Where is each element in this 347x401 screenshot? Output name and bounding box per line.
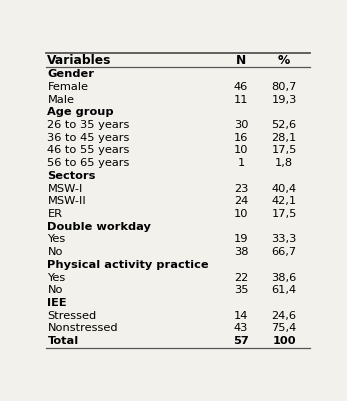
Text: 14: 14 <box>234 311 248 321</box>
Text: Yes: Yes <box>48 273 66 283</box>
Text: Nonstressed: Nonstressed <box>48 323 118 333</box>
Text: 26 to 35 years: 26 to 35 years <box>48 120 130 130</box>
Text: 75,4: 75,4 <box>271 323 297 333</box>
Text: 33,3: 33,3 <box>271 235 297 244</box>
Text: MSW-I: MSW-I <box>48 184 83 194</box>
Text: 42,1: 42,1 <box>271 196 297 206</box>
Text: Male: Male <box>48 95 74 105</box>
Text: 1,8: 1,8 <box>275 158 293 168</box>
Text: 28,1: 28,1 <box>271 133 297 143</box>
Text: 30: 30 <box>234 120 248 130</box>
Text: ER: ER <box>48 209 62 219</box>
Text: 52,6: 52,6 <box>271 120 297 130</box>
Text: 23: 23 <box>234 184 248 194</box>
Text: 61,4: 61,4 <box>271 285 297 295</box>
Text: 80,7: 80,7 <box>271 82 297 92</box>
Text: 100: 100 <box>272 336 296 346</box>
Text: 40,4: 40,4 <box>271 184 297 194</box>
Text: No: No <box>48 285 63 295</box>
Text: IEE: IEE <box>48 298 67 308</box>
Text: 24: 24 <box>234 196 248 206</box>
Text: Sectors: Sectors <box>48 171 96 181</box>
Text: 36 to 45 years: 36 to 45 years <box>48 133 130 143</box>
Text: Stressed: Stressed <box>48 311 97 321</box>
Text: 24,6: 24,6 <box>272 311 297 321</box>
Text: 38: 38 <box>234 247 248 257</box>
Text: MSW-II: MSW-II <box>48 196 86 206</box>
Text: Double workday: Double workday <box>48 222 151 232</box>
Text: 10: 10 <box>234 146 248 156</box>
Text: 56 to 65 years: 56 to 65 years <box>48 158 130 168</box>
Text: 43: 43 <box>234 323 248 333</box>
Text: 19: 19 <box>234 235 248 244</box>
Text: 11: 11 <box>234 95 248 105</box>
Text: 46: 46 <box>234 82 248 92</box>
Text: Total: Total <box>48 336 79 346</box>
Text: N: N <box>236 54 246 67</box>
Text: 16: 16 <box>234 133 248 143</box>
Text: 19,3: 19,3 <box>271 95 297 105</box>
Text: Gender: Gender <box>48 69 94 79</box>
Text: Physical activity practice: Physical activity practice <box>48 260 209 270</box>
Text: 35: 35 <box>234 285 248 295</box>
Text: 1: 1 <box>237 158 245 168</box>
Text: 17,5: 17,5 <box>271 146 297 156</box>
Text: %: % <box>278 54 290 67</box>
Text: 10: 10 <box>234 209 248 219</box>
Text: 46 to 55 years: 46 to 55 years <box>48 146 130 156</box>
Text: 66,7: 66,7 <box>271 247 297 257</box>
Text: No: No <box>48 247 63 257</box>
Text: Female: Female <box>48 82 88 92</box>
Text: 57: 57 <box>233 336 249 346</box>
Text: Yes: Yes <box>48 235 66 244</box>
Text: 38,6: 38,6 <box>271 273 297 283</box>
Text: Age group: Age group <box>48 107 114 117</box>
Text: 22: 22 <box>234 273 248 283</box>
Text: Variables: Variables <box>48 54 112 67</box>
Text: 17,5: 17,5 <box>271 209 297 219</box>
